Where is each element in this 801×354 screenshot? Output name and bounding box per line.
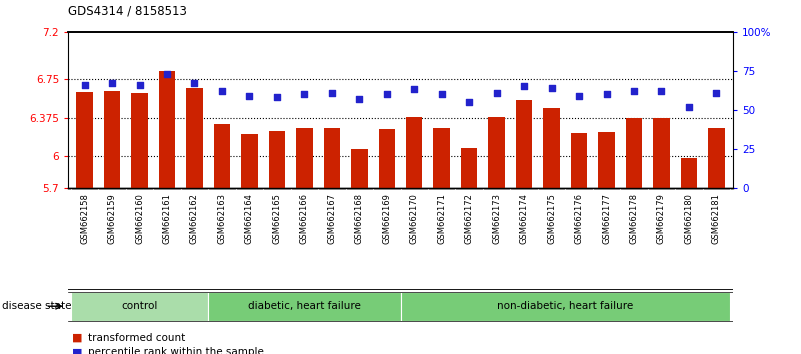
Bar — [76, 92, 93, 188]
Text: GSM662170: GSM662170 — [410, 193, 419, 244]
Bar — [351, 149, 368, 188]
Text: GSM662167: GSM662167 — [328, 193, 336, 244]
Text: GSM662175: GSM662175 — [547, 193, 556, 244]
Text: GSM662176: GSM662176 — [574, 193, 584, 244]
Bar — [681, 158, 697, 188]
Text: GDS4314 / 8158513: GDS4314 / 8158513 — [68, 5, 187, 18]
Bar — [461, 148, 477, 188]
Text: non-diabetic, heart failure: non-diabetic, heart failure — [497, 301, 634, 311]
Bar — [433, 129, 450, 188]
Bar — [241, 133, 258, 188]
Text: GSM662174: GSM662174 — [520, 193, 529, 244]
Bar — [214, 124, 230, 188]
Bar — [324, 129, 340, 188]
Bar — [406, 117, 422, 188]
Point — [188, 80, 201, 86]
Bar — [186, 88, 203, 188]
Bar — [159, 71, 175, 188]
Text: diabetic, heart failure: diabetic, heart failure — [248, 301, 360, 311]
Bar — [208, 292, 400, 321]
Point — [628, 88, 641, 94]
Point — [160, 71, 173, 77]
Bar — [708, 129, 725, 188]
Point — [490, 90, 503, 96]
Point — [545, 85, 558, 91]
Text: GSM662172: GSM662172 — [465, 193, 473, 244]
Point — [215, 88, 228, 94]
Bar — [70, 292, 208, 321]
Bar — [516, 101, 533, 188]
Point — [133, 82, 146, 88]
Bar — [598, 132, 615, 188]
Text: GSM662160: GSM662160 — [135, 193, 144, 244]
Text: GSM662161: GSM662161 — [163, 193, 171, 244]
Text: GSM662165: GSM662165 — [272, 193, 281, 244]
Bar — [400, 292, 731, 321]
Point — [655, 88, 668, 94]
Text: GSM662178: GSM662178 — [630, 193, 638, 244]
Bar — [379, 130, 395, 188]
Bar — [543, 108, 560, 188]
Point — [517, 84, 530, 89]
Bar — [571, 133, 587, 188]
Point — [435, 91, 448, 97]
Text: percentile rank within the sample: percentile rank within the sample — [88, 347, 264, 354]
Text: GSM662181: GSM662181 — [712, 193, 721, 244]
Text: GSM662164: GSM662164 — [245, 193, 254, 244]
Text: GSM662177: GSM662177 — [602, 193, 611, 244]
Point — [600, 91, 613, 97]
Text: GSM662168: GSM662168 — [355, 193, 364, 244]
Bar — [626, 118, 642, 188]
Text: GSM662169: GSM662169 — [382, 193, 391, 244]
Point — [573, 93, 586, 98]
Bar — [268, 131, 285, 188]
Text: GSM662179: GSM662179 — [657, 193, 666, 244]
Text: GSM662159: GSM662159 — [107, 193, 116, 244]
Text: GSM662163: GSM662163 — [217, 193, 227, 244]
Point — [710, 90, 723, 96]
Bar — [489, 117, 505, 188]
Text: GSM662173: GSM662173 — [492, 193, 501, 244]
Point — [243, 93, 256, 98]
Bar — [131, 93, 147, 188]
Text: control: control — [121, 301, 158, 311]
Point — [106, 80, 119, 86]
Text: GSM662162: GSM662162 — [190, 193, 199, 244]
Point — [298, 91, 311, 97]
Point — [682, 104, 695, 109]
Text: ■: ■ — [72, 333, 83, 343]
Text: disease state: disease state — [2, 301, 71, 311]
Text: GSM662166: GSM662166 — [300, 193, 309, 244]
Bar — [296, 129, 312, 188]
Text: GSM662180: GSM662180 — [685, 193, 694, 244]
Text: GSM662158: GSM662158 — [80, 193, 89, 244]
Bar — [654, 118, 670, 188]
Point — [463, 99, 476, 105]
Point — [78, 82, 91, 88]
Text: GSM662171: GSM662171 — [437, 193, 446, 244]
Text: transformed count: transformed count — [88, 333, 185, 343]
Bar — [104, 91, 120, 188]
Point — [380, 91, 393, 97]
Point — [408, 87, 421, 92]
Text: ■: ■ — [72, 347, 83, 354]
Point — [325, 90, 338, 96]
Point — [271, 95, 284, 100]
Point — [353, 96, 366, 102]
